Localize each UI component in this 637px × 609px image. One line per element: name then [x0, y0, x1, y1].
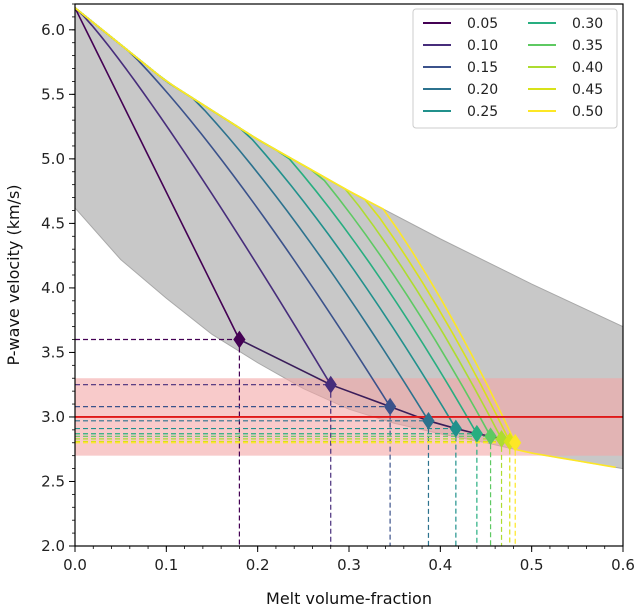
x-tick-label: 0.0 — [63, 556, 87, 574]
y-tick-label: 2.0 — [41, 537, 65, 555]
legend-label-0.15: 0.15 — [467, 60, 498, 76]
legend-label-0.40: 0.40 — [572, 60, 603, 76]
end-marker-0.30 — [470, 424, 483, 443]
x-tick-label: 0.6 — [611, 556, 635, 574]
y-tick-label: 4.5 — [41, 214, 65, 232]
end-marker-0.50 — [509, 433, 522, 452]
legend: 0.05 0.10 0.15 0.20 0.25 0.30 0.35 0.40 0.45 0.50 — [412, 8, 618, 129]
legend-label-0.10: 0.10 — [467, 38, 498, 54]
end-marker-0.20 — [422, 411, 435, 430]
x-tick-label: 0.2 — [246, 556, 270, 574]
plot-area — [75, 7, 623, 546]
axes: 0.0 0.1 0.2 0.3 0.4 0.5 0.6 2.0 2.5 3.0 3.5 4.0 4.5 5… — [41, 3, 635, 574]
y-tick-label: 2.5 — [41, 472, 65, 490]
legend-label-0.45: 0.45 — [572, 82, 603, 98]
legend-box — [412, 8, 618, 129]
y-tick-label: 5.5 — [41, 85, 65, 103]
series-line-0.10 — [75, 7, 332, 386]
y-tick-label: 3.5 — [41, 343, 65, 361]
x-axis-label: Melt volume-fraction — [266, 589, 432, 608]
y-axis-label: P-wave velocity (km/s) — [4, 184, 23, 365]
end-marker-0.15 — [383, 397, 397, 416]
series-line-0.50 — [75, 7, 516, 444]
legend-label-0.35: 0.35 — [572, 38, 603, 54]
series-line-0.05 — [75, 7, 241, 340]
legend-label-0.25: 0.25 — [467, 104, 498, 120]
end-marker-0.25 — [449, 419, 462, 438]
x-tick-label: 0.4 — [428, 556, 452, 574]
legend-label-0.50: 0.50 — [572, 104, 603, 120]
legend-label-0.20: 0.20 — [467, 82, 498, 98]
end-marker-0.35 — [484, 427, 497, 446]
end-marker-0.40 — [495, 430, 508, 448]
x-tick-label: 0.5 — [520, 556, 544, 574]
y-tick-label: 4.0 — [41, 279, 65, 297]
series-tail-0.50 — [515, 448, 616, 469]
y-tick-label: 5.0 — [41, 150, 65, 168]
x-tick-label: 0.1 — [154, 556, 178, 574]
legend-label-0.30: 0.30 — [572, 16, 603, 32]
y-tick-label: 6.0 — [41, 21, 65, 39]
legend-label-0.05: 0.05 — [467, 16, 498, 32]
end-marker-0.05 — [233, 330, 246, 349]
end-marker-0.10 — [324, 375, 337, 394]
y-tick-label: 3.0 — [41, 408, 65, 426]
x-tick-label: 0.3 — [337, 556, 361, 574]
